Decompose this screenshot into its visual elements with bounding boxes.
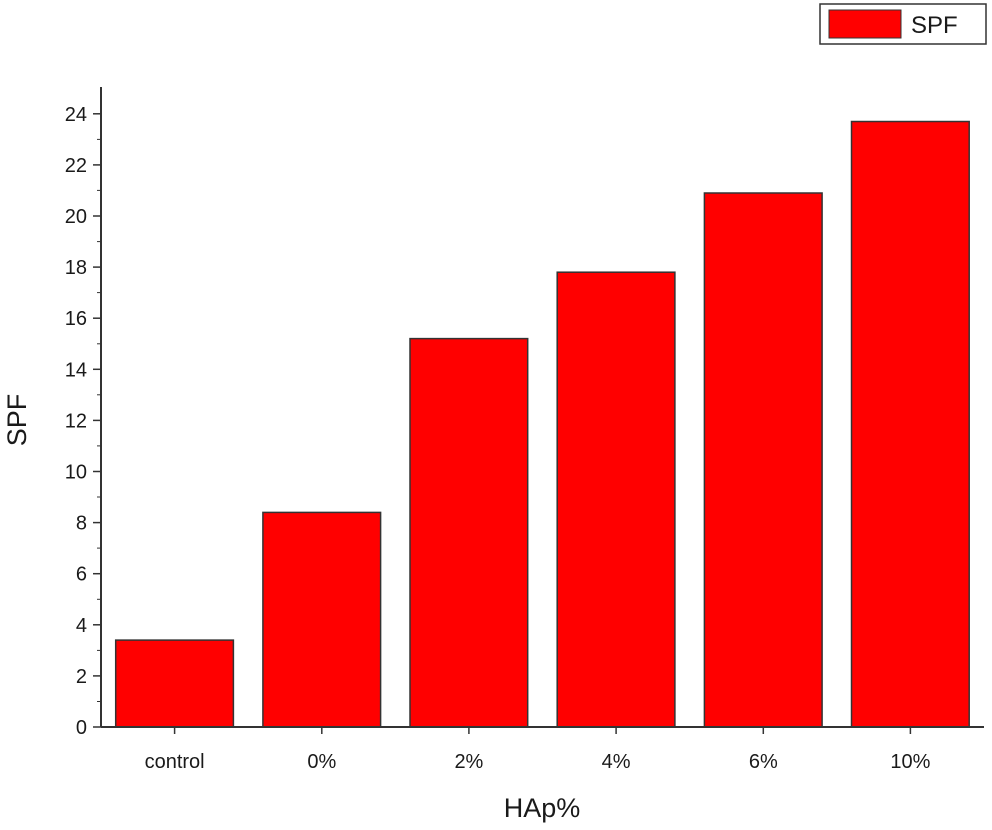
legend-swatch [828, 9, 902, 39]
bar-1 [262, 511, 382, 728]
x-tick-label: 6% [749, 751, 778, 773]
y-tick-label: 0 [76, 717, 87, 739]
bar-group [114, 120, 970, 728]
y-tick-label: 8 [76, 513, 87, 535]
x-axis-title: HAp% [504, 793, 581, 823]
axes [100, 87, 984, 728]
y-tick-label: 18 [65, 257, 87, 279]
legend-label: SPF [911, 12, 958, 39]
y-tick-label: 20 [65, 206, 87, 228]
x-ticks: control 0% 2% 4% 6% 10% [145, 727, 931, 773]
y-tick-label: 14 [65, 359, 87, 381]
legend: SPF [819, 3, 987, 45]
bar-0 [114, 639, 235, 728]
x-tick-label: 2% [454, 751, 483, 773]
x-tick-label: 4% [602, 751, 631, 773]
y-tick-label: 12 [65, 410, 87, 432]
y-tick-label: 24 [65, 104, 87, 126]
bar-5 [850, 120, 970, 728]
y-tick-label: 10 [65, 462, 87, 484]
x-tick-label: control [145, 751, 205, 773]
x-tick-label: 0% [307, 751, 336, 773]
x-tick-label: 10% [890, 751, 930, 773]
bar-4 [703, 192, 823, 728]
y-tick-label: 16 [65, 308, 87, 330]
y-axis-title: SPF [2, 394, 32, 447]
bar-2 [409, 337, 529, 728]
y-tick-label: 4 [76, 615, 87, 637]
y-tick-label: 2 [76, 666, 87, 688]
y-tick-label: 22 [65, 155, 87, 177]
y-tick-label: 6 [76, 564, 87, 586]
bar-3 [556, 271, 676, 728]
